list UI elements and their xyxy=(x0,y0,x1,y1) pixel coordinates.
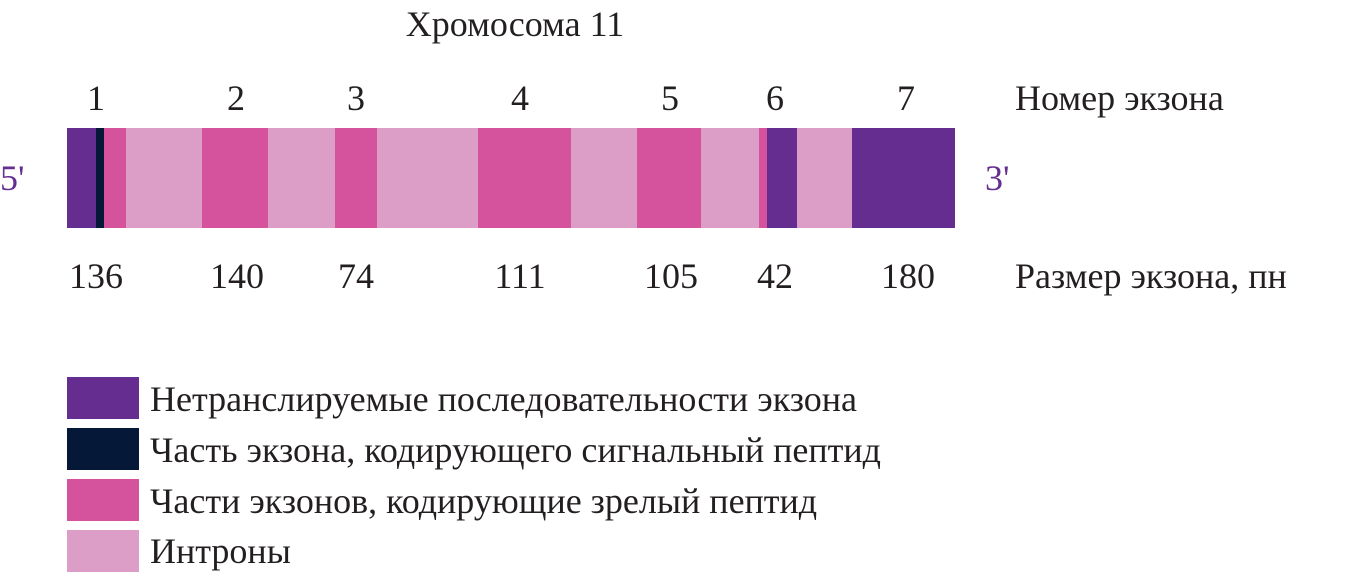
segment-mature xyxy=(202,128,268,228)
gene-bar xyxy=(67,128,955,228)
exon-number-4: 4 xyxy=(511,78,529,118)
three-prime-label: 3' xyxy=(985,158,1010,198)
legend-swatch-mature xyxy=(67,479,139,521)
exon-number-5: 5 xyxy=(661,78,679,118)
exon-number-label: Номер экзона xyxy=(1015,78,1224,118)
segment-mature xyxy=(637,128,701,228)
segment-intron xyxy=(571,128,637,228)
segment-intron xyxy=(701,128,759,228)
exon-number-1: 1 xyxy=(87,78,105,118)
segment-mature xyxy=(478,128,571,228)
exon-size-6: 42 xyxy=(757,256,793,296)
segment-mature xyxy=(104,128,126,228)
segment-mature xyxy=(335,128,377,228)
exon-size-1: 136 xyxy=(69,256,123,296)
exon-number-2: 2 xyxy=(227,78,245,118)
segment-intron xyxy=(268,128,335,228)
exon-number-7: 7 xyxy=(897,78,915,118)
exon-number-6: 6 xyxy=(766,78,784,118)
legend-swatch-utr xyxy=(67,377,139,419)
segment-intron xyxy=(377,128,478,228)
segment-signal xyxy=(96,128,104,228)
exon-number-3: 3 xyxy=(347,78,365,118)
segment-intron xyxy=(126,128,202,228)
segment-intron xyxy=(797,128,852,228)
legend-swatch-intron xyxy=(67,530,139,572)
exon-size-7: 180 xyxy=(881,256,935,296)
segment-utr xyxy=(767,128,797,228)
exon-size-2: 140 xyxy=(210,256,264,296)
legend-label-intron: Интроны xyxy=(150,531,291,571)
exon-size-5: 105 xyxy=(644,256,698,296)
five-prime-label: 5' xyxy=(0,158,25,198)
legend-swatch-signal xyxy=(67,428,139,470)
segment-utr xyxy=(67,128,96,228)
exon-size-3: 74 xyxy=(338,256,374,296)
segment-mature xyxy=(759,128,767,228)
legend-label-utr: Нетранслируемые последовательности экзон… xyxy=(150,379,858,419)
legend-label-signal: Часть экзона, кодирующего сигнальный пеп… xyxy=(150,430,881,470)
diagram-title: Хромосома 11 xyxy=(405,4,625,44)
exon-size-label: Размер экзона, пн xyxy=(1015,256,1287,296)
exon-size-4: 111 xyxy=(494,256,546,296)
segment-utr xyxy=(852,128,955,228)
legend-label-mature: Части экзонов, кодирующие зрелый пептид xyxy=(150,481,818,521)
